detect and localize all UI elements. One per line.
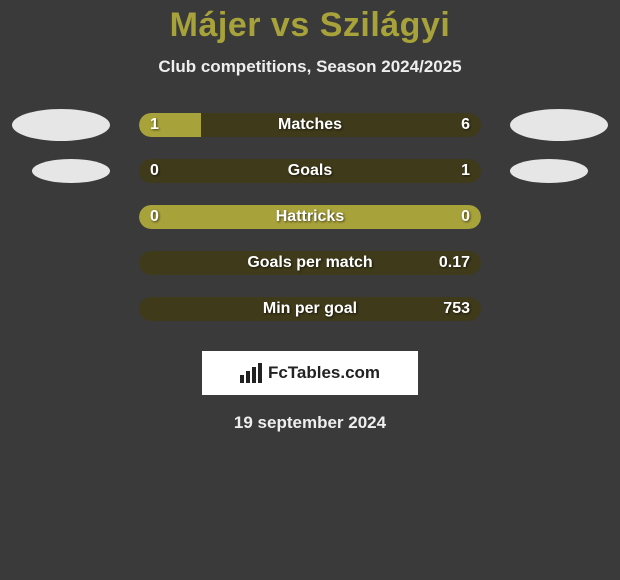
stat-bar-left	[139, 205, 481, 229]
footer-brand-box: FcTables.com	[202, 351, 418, 395]
stat-bar	[139, 159, 481, 183]
infographic-root: Májer vs Szilágyi Club competitions, Sea…	[0, 0, 620, 433]
page-subtitle: Club competitions, Season 2024/2025	[0, 57, 620, 77]
stat-bar-left	[139, 113, 201, 137]
stat-bar-right	[201, 113, 481, 137]
chart-bars-icon	[240, 363, 262, 383]
stat-bar	[139, 251, 481, 275]
footer-brand-text: FcTables.com	[268, 363, 380, 383]
stat-bar-right	[139, 159, 481, 183]
team-right-logo-placeholder	[510, 109, 608, 141]
footer-date: 19 september 2024	[0, 413, 620, 433]
team-right-logo-placeholder	[510, 159, 588, 183]
stat-row: 01Goals	[0, 151, 620, 197]
stat-row: 16Matches	[0, 105, 620, 151]
stat-bar	[139, 205, 481, 229]
stat-bar-right	[139, 251, 481, 275]
team-left-logo-placeholder	[32, 159, 110, 183]
stat-row: 753Min per goal	[0, 289, 620, 335]
stat-bar	[139, 297, 481, 321]
stat-row: 00Hattricks	[0, 197, 620, 243]
stat-row: 0.17Goals per match	[0, 243, 620, 289]
page-title: Májer vs Szilágyi	[0, 6, 620, 45]
stat-bar	[139, 113, 481, 137]
stats-block: 16Matches01Goals00Hattricks0.17Goals per…	[0, 105, 620, 335]
team-left-logo-placeholder	[12, 109, 110, 141]
stat-bar-right	[139, 297, 481, 321]
